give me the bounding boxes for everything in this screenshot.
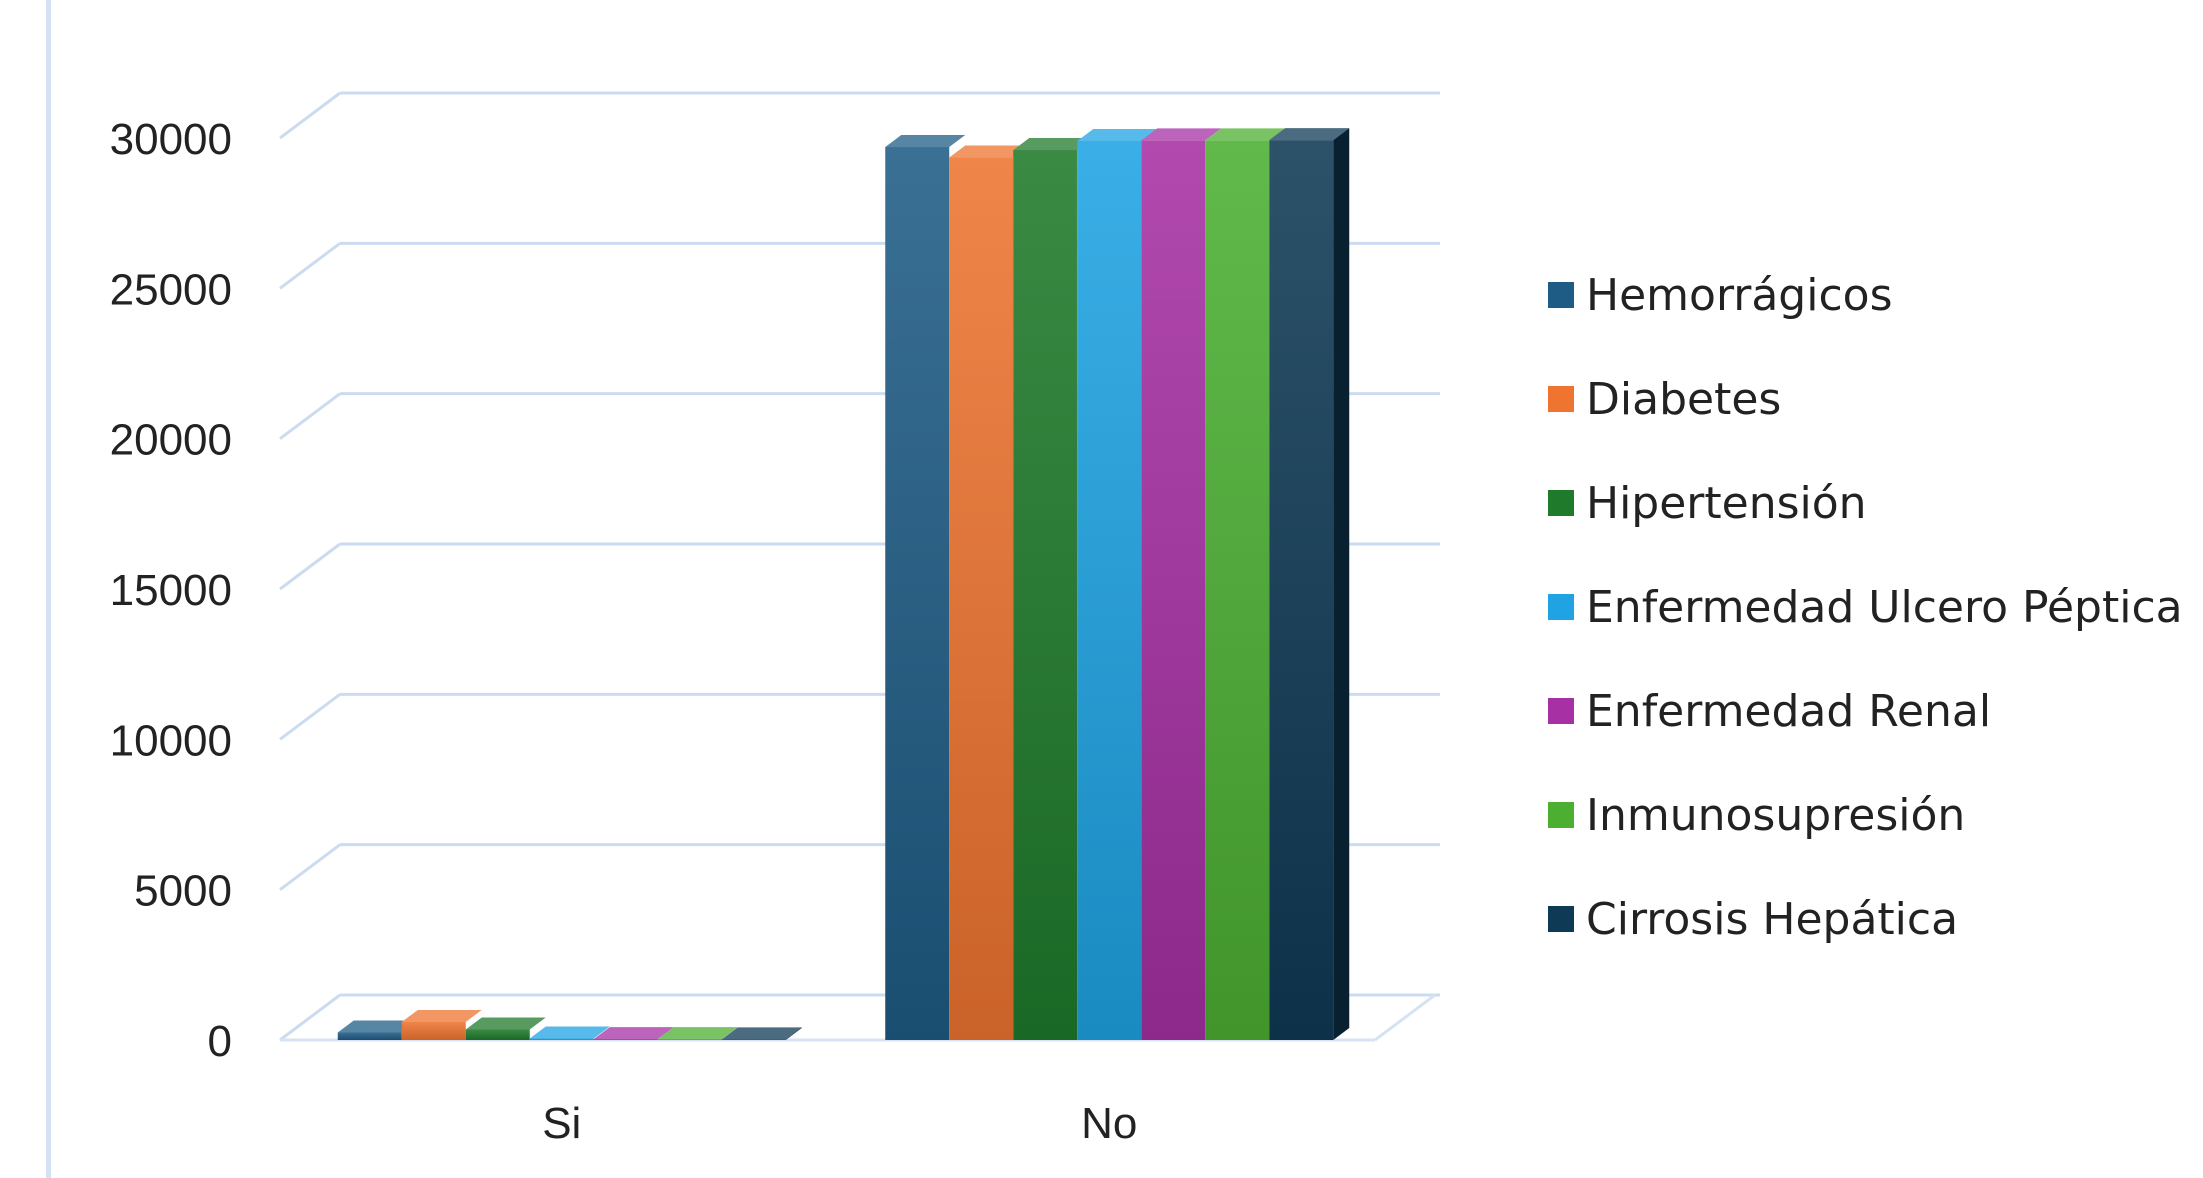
bar-top	[657, 1027, 738, 1040]
gridline-diag	[279, 91, 341, 140]
bar-side	[785, 1027, 802, 1040]
bar-front	[529, 1038, 594, 1040]
bar-top	[1141, 128, 1222, 141]
bar-front	[1205, 140, 1270, 1040]
x-tick-label: Si	[542, 1099, 581, 1148]
bar-No-0	[885, 135, 966, 1040]
bar-front	[1077, 141, 1142, 1041]
bar-front	[949, 157, 1014, 1040]
bar-top	[593, 1027, 674, 1040]
bar-top	[465, 1017, 546, 1030]
legend-item: Enfermedad Renal	[1548, 686, 1991, 737]
gridline-diag	[279, 392, 341, 440]
bar-Si-0	[337, 1020, 418, 1040]
legend: Hemorrágicos Diabetes Hipertensión Enfermed…	[1548, 270, 2183, 945]
legend-label: Enfermedad Renal	[1586, 686, 1991, 737]
gridline-diag	[279, 242, 341, 290]
bars	[337, 128, 1350, 1041]
y-tick-label: 0	[208, 1017, 232, 1066]
bar-front	[1269, 140, 1334, 1040]
legend-label: Diabetes	[1586, 374, 1781, 425]
bar-Si-2	[465, 1017, 546, 1040]
bar-front	[337, 1032, 402, 1040]
x-tick-label: No	[1081, 1099, 1137, 1148]
bar-No-6	[1269, 128, 1350, 1040]
gridline-diag	[279, 843, 341, 891]
bar-No-4	[1141, 128, 1222, 1040]
y-tick-label: 5000	[134, 867, 232, 916]
bar-top	[401, 1009, 482, 1022]
legend-swatch	[1548, 386, 1574, 412]
legend-item: Hemorrágicos	[1548, 270, 1893, 321]
legend-swatch	[1548, 906, 1574, 932]
bar-front	[885, 147, 950, 1040]
bar-front	[593, 1039, 658, 1040]
bar-top	[949, 145, 1030, 158]
bar-No-1	[949, 145, 1030, 1040]
bar-front	[721, 1039, 786, 1040]
gridline-diag	[279, 993, 341, 1042]
gridline-diag	[279, 693, 341, 741]
legend-swatch	[1548, 802, 1574, 828]
legend-label: Inmunosupresión	[1586, 790, 1965, 841]
legend-label: Hipertensión	[1586, 478, 1867, 529]
bar-Si-3	[529, 1026, 610, 1040]
bar-front	[401, 1021, 466, 1040]
bar-top	[1013, 138, 1094, 151]
bar-front	[657, 1039, 722, 1040]
bar-front	[1141, 140, 1206, 1040]
legend-swatch	[1548, 594, 1574, 620]
legend-label: Hemorrágicos	[1586, 270, 1893, 321]
y-tick-label: 30000	[110, 115, 232, 164]
legend-label: Cirrosis Hepática	[1586, 894, 1958, 945]
legend-item: Cirrosis Hepática	[1548, 894, 1958, 945]
bar-front	[465, 1029, 530, 1040]
bar-top	[1077, 129, 1158, 142]
bar-front	[1013, 150, 1078, 1040]
legend-swatch	[1548, 490, 1574, 516]
bar-No-2	[1013, 138, 1094, 1040]
y-tick-label: 25000	[110, 265, 232, 314]
legend-swatch	[1548, 698, 1574, 724]
bar-Si-1	[401, 1009, 482, 1040]
bar-top	[337, 1020, 418, 1033]
bar-Si-6	[721, 1027, 802, 1040]
bar-Si-5	[657, 1027, 738, 1040]
legend-swatch	[1548, 282, 1574, 308]
bar-No-3	[1077, 129, 1158, 1041]
bar-top	[529, 1026, 610, 1039]
floor-side-edge	[1374, 993, 1436, 1042]
legend-item: Inmunosupresión	[1548, 790, 1965, 841]
bar-top	[1269, 128, 1350, 141]
frame-border	[46, 0, 51, 1178]
bar-Si-4	[593, 1027, 674, 1040]
bar-side	[1333, 128, 1350, 1040]
legend-item: Enfermedad Ulcero Péptica	[1548, 582, 2183, 633]
x-axis-labels: Si No	[542, 1099, 1137, 1148]
bar-top	[885, 135, 966, 148]
legend-item: Diabetes	[1548, 374, 1781, 425]
bar-No-5	[1205, 128, 1286, 1040]
bar-top	[721, 1027, 802, 1040]
y-tick-label: 15000	[110, 566, 232, 615]
y-tick-label: 10000	[110, 716, 232, 765]
gridline-diag	[279, 542, 341, 591]
y-axis-labels: 0 5000 10000 15000 20000 25000 30000	[110, 115, 232, 1066]
legend-item: Hipertensión	[1548, 478, 1867, 529]
y-tick-label: 20000	[110, 416, 232, 465]
legend-label: Enfermedad Ulcero Péptica	[1586, 582, 2183, 633]
bar-top	[1205, 128, 1286, 141]
